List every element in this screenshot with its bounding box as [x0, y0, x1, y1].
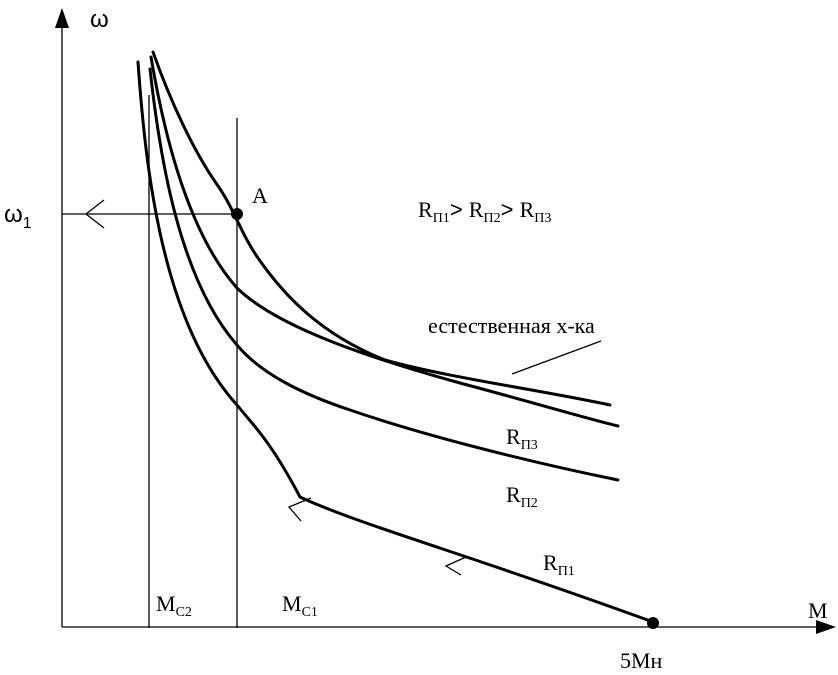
rp3-characteristic-curve [149, 55, 620, 428]
rp3-curve-label: RП3 [506, 424, 538, 453]
omega1-arrow-head [84, 199, 105, 229]
natural-characteristic-label: естественная х-ка [428, 313, 595, 338]
rp2-characteristic-curve [148, 67, 620, 482]
rp1-characteristic-curve [136, 60, 655, 624]
natural-label-leader [511, 340, 602, 375]
resistance-relation: RП1> RП2> RП3 [418, 197, 551, 226]
y-axis-label: ω [90, 6, 109, 33]
x-tick-5mn: 5Mн [620, 648, 663, 673]
y-axis-arrowhead [55, 8, 69, 28]
point-a-label: A [252, 183, 268, 208]
y-tick-omega1: ω1 [4, 201, 32, 232]
rp1-direction-arrow-lower [444, 556, 467, 576]
x-axis-arrowhead [816, 620, 836, 634]
rp1-curve-label: RП1 [543, 550, 575, 579]
operating-point-a [231, 208, 243, 220]
point-5mn [647, 617, 659, 629]
rp2-curve-label: RП2 [506, 482, 538, 511]
natural-characteristic-curve [151, 50, 612, 407]
x-axis-label: M [808, 598, 828, 623]
mc2-label: MC2 [156, 591, 192, 620]
mc1-label: MC1 [282, 591, 318, 620]
rp1-direction-arrow-upper [287, 497, 312, 522]
